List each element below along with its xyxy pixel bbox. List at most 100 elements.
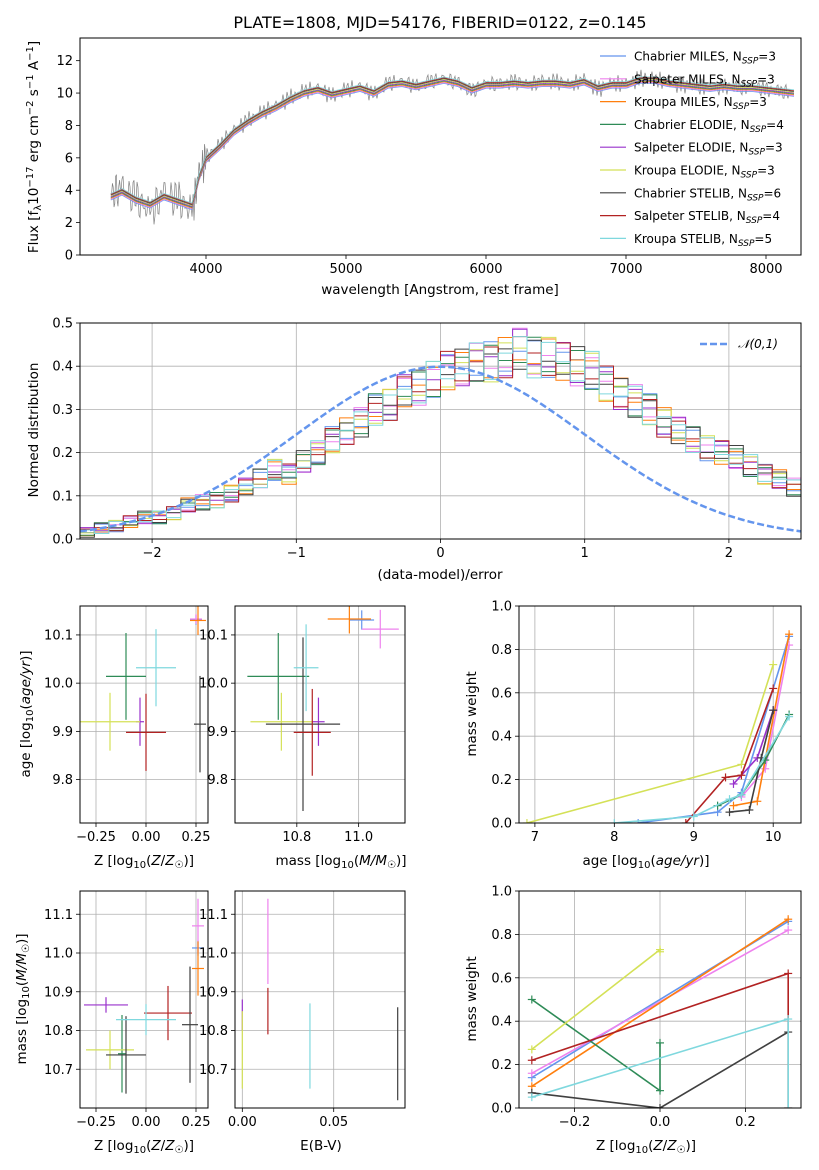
y-tick-label: 0.3 (52, 403, 73, 418)
y-tick-label: 10.1 (199, 628, 228, 643)
mass-vs-ebv-xlabel: E(B-V) (300, 1138, 342, 1154)
x-tick-label: 0.0 (650, 1115, 671, 1130)
mass-weight-vs-z-panel: −0.2 0.0 0.2 0.0 0.2 0.4 0.6 0.8 1.0 Z [log10(Z/… (464, 885, 802, 1156)
y-tick-label: 11.1 (199, 908, 228, 923)
x-tick-label: 2 (725, 546, 733, 561)
y-tick-label: 9.9 (207, 725, 228, 740)
x-tick-label: 0.00 (132, 1115, 161, 1130)
x-tick-label: 0 (436, 546, 444, 561)
residuals-xlabel: (data-model)/error (377, 567, 503, 583)
y-tick-label: 0.2 (491, 1058, 512, 1073)
legend-label: Chabrier MILES, NSSP=3 (634, 50, 776, 67)
spectrum-legend: Chabrier MILES, NSSP=3 Salpeter MILES, NS… (600, 50, 784, 249)
model-spectrum-line (110, 76, 795, 204)
residual-histograms (80, 327, 801, 538)
age-vs-mass-xlabel: mass [log10(M/M☉)] (275, 853, 406, 871)
spectrum-title: PLATE=1808, MJD=54176, FIBERID=0122, z=0… (233, 13, 646, 32)
mass-vs-z-plot-area: −0.25 0.00 0.25 10.7 10.8 10.9 11.0 11.1 (44, 890, 211, 1130)
x-tick-label: 9 (690, 830, 698, 845)
x-tick-label: 0.25 (182, 1115, 211, 1130)
y-tick-label: 0.8 (491, 643, 512, 658)
legend-label: Chabrier ELODIE, NSSP=4 (634, 118, 784, 135)
residuals-plot-area: −2 −1 0 1 2 0.0 0.1 0.2 0.3 0.4 0.5 (52, 317, 802, 561)
axes-frame (79, 322, 802, 540)
mass-vs-z-ylabel: mass [log10(M/M☉)] (14, 933, 32, 1064)
x-tick-label: 0.00 (228, 1115, 257, 1130)
mass-weight-line (729, 710, 774, 813)
x-tick-label: 0.25 (182, 830, 211, 845)
age-vs-mass-plot-area: 10.8 11.0 9.8 9.9 10.0 10.1 (199, 605, 406, 845)
axes-frame (234, 890, 406, 1109)
y-tick-label: 2 (65, 216, 73, 231)
y-tick-label: 0.5 (52, 317, 73, 332)
y-tick-label: 10.8 (199, 1024, 228, 1039)
y-tick-label: 8 (65, 119, 73, 134)
mass-weight-vs-age-plot-area: 7 8 9 10 0.0 0.2 0.4 0.6 0.8 1.0 (491, 600, 802, 845)
x-tick-label: 10.8 (282, 830, 311, 845)
y-tick-label: 10.9 (199, 985, 228, 1000)
y-tick-label: 9.8 (52, 773, 73, 788)
y-tick-label: 9.9 (52, 725, 73, 740)
x-tick-label: 8000 (749, 262, 782, 277)
y-tick-label: 1.0 (491, 885, 512, 900)
age-vs-z-xlabel: Z [log10(Z/Z☉)] (94, 853, 194, 871)
axes-frame (79, 37, 802, 256)
mass-weight-line (531, 1031, 789, 1108)
model-spectrum-line (110, 81, 795, 209)
y-tick-label: 11.1 (44, 908, 73, 923)
model-spectrum-line (110, 80, 795, 208)
model-spectrum-line (110, 78, 795, 207)
mass-vs-z-xlabel: Z [log10(Z/Z☉)] (94, 1138, 194, 1156)
model-spectrum-line (110, 82, 795, 210)
y-tick-label: 10.1 (44, 628, 73, 643)
mass-weight-line (531, 918, 789, 1087)
x-tick-label: 0.00 (132, 830, 161, 845)
errorbar-points (241, 898, 399, 1101)
model-spectrum-line (110, 79, 795, 207)
axes-frame (234, 605, 406, 824)
y-tick-label: 0.6 (491, 686, 512, 701)
y-tick-label: 0.2 (491, 773, 512, 788)
mass-vs-ebv-plot-area: 0.00 0.05 10.7 10.8 10.9 11.0 11.1 (199, 890, 406, 1130)
x-tick-label: 0.05 (319, 1115, 348, 1130)
mass-weight-line (531, 929, 789, 1074)
y-tick-label: 0.0 (52, 533, 73, 548)
y-tick-label: 10.7 (44, 1063, 73, 1078)
age-vs-z-ylabel: age [log10(age/yr)] (18, 650, 36, 777)
mass-weight-line (685, 688, 774, 823)
axes-frame (79, 605, 209, 824)
y-tick-label: 0.4 (52, 360, 73, 375)
y-tick-label: 10.7 (199, 1063, 228, 1078)
y-tick-label: 0 (65, 249, 73, 264)
y-tick-label: 6 (65, 151, 73, 166)
x-tick-label: 4000 (189, 262, 222, 277)
y-tick-label: 0.1 (52, 489, 73, 504)
y-tick-label: 0.8 (491, 928, 512, 943)
legend-label: Chabrier STELIB, NSSP=6 (634, 186, 781, 203)
mass-vs-ebv-panel: 0.00 0.05 10.7 10.8 10.9 11.0 11.1 E(B-V) (199, 890, 406, 1154)
normal-curve (80, 365, 801, 533)
y-tick-label: 10.0 (199, 677, 228, 692)
y-tick-label: 0.2 (52, 446, 73, 461)
x-tick-label: 8 (610, 830, 618, 845)
x-tick-label: 6000 (469, 262, 502, 277)
x-tick-label: 7000 (609, 262, 642, 277)
axes-frame (518, 605, 802, 824)
y-tick-label: 0.6 (491, 971, 512, 986)
y-tick-label: 4 (65, 184, 73, 199)
legend-label: Salpeter ELODIE, NSSP=3 (634, 141, 783, 158)
mass-weight-lines (527, 915, 793, 1108)
x-tick-label: 5000 (329, 262, 362, 277)
x-tick-label: 11.0 (344, 830, 373, 845)
spectrum-panel: PLATE=1808, MJD=54176, FIBERID=0122, z=0… (25, 13, 802, 298)
mass-weight-vs-z-xlabel: Z [log10(Z/Z☉)] (596, 1138, 696, 1156)
mass-weight-vs-z-ylabel: mass weight (464, 956, 480, 1041)
legend-label: Kroupa STELIB, NSSP=5 (634, 232, 772, 249)
age-vs-mass-panel: 10.8 11.0 9.8 9.9 10.0 10.1 mass [log10(M/M☉)… (199, 605, 407, 871)
x-tick-label: −0.25 (76, 830, 116, 845)
y-tick-label: 10.9 (44, 985, 73, 1000)
y-tick-label: 10.0 (44, 677, 73, 692)
age-vs-z-plot-area: −0.25 0.00 0.25 9.8 9.9 10.0 10.1 (44, 605, 211, 845)
mass-weight-vs-age-panel: 7 8 9 10 0.0 0.2 0.4 0.6 0.8 1.0 age [log10(age/y… (464, 600, 802, 871)
